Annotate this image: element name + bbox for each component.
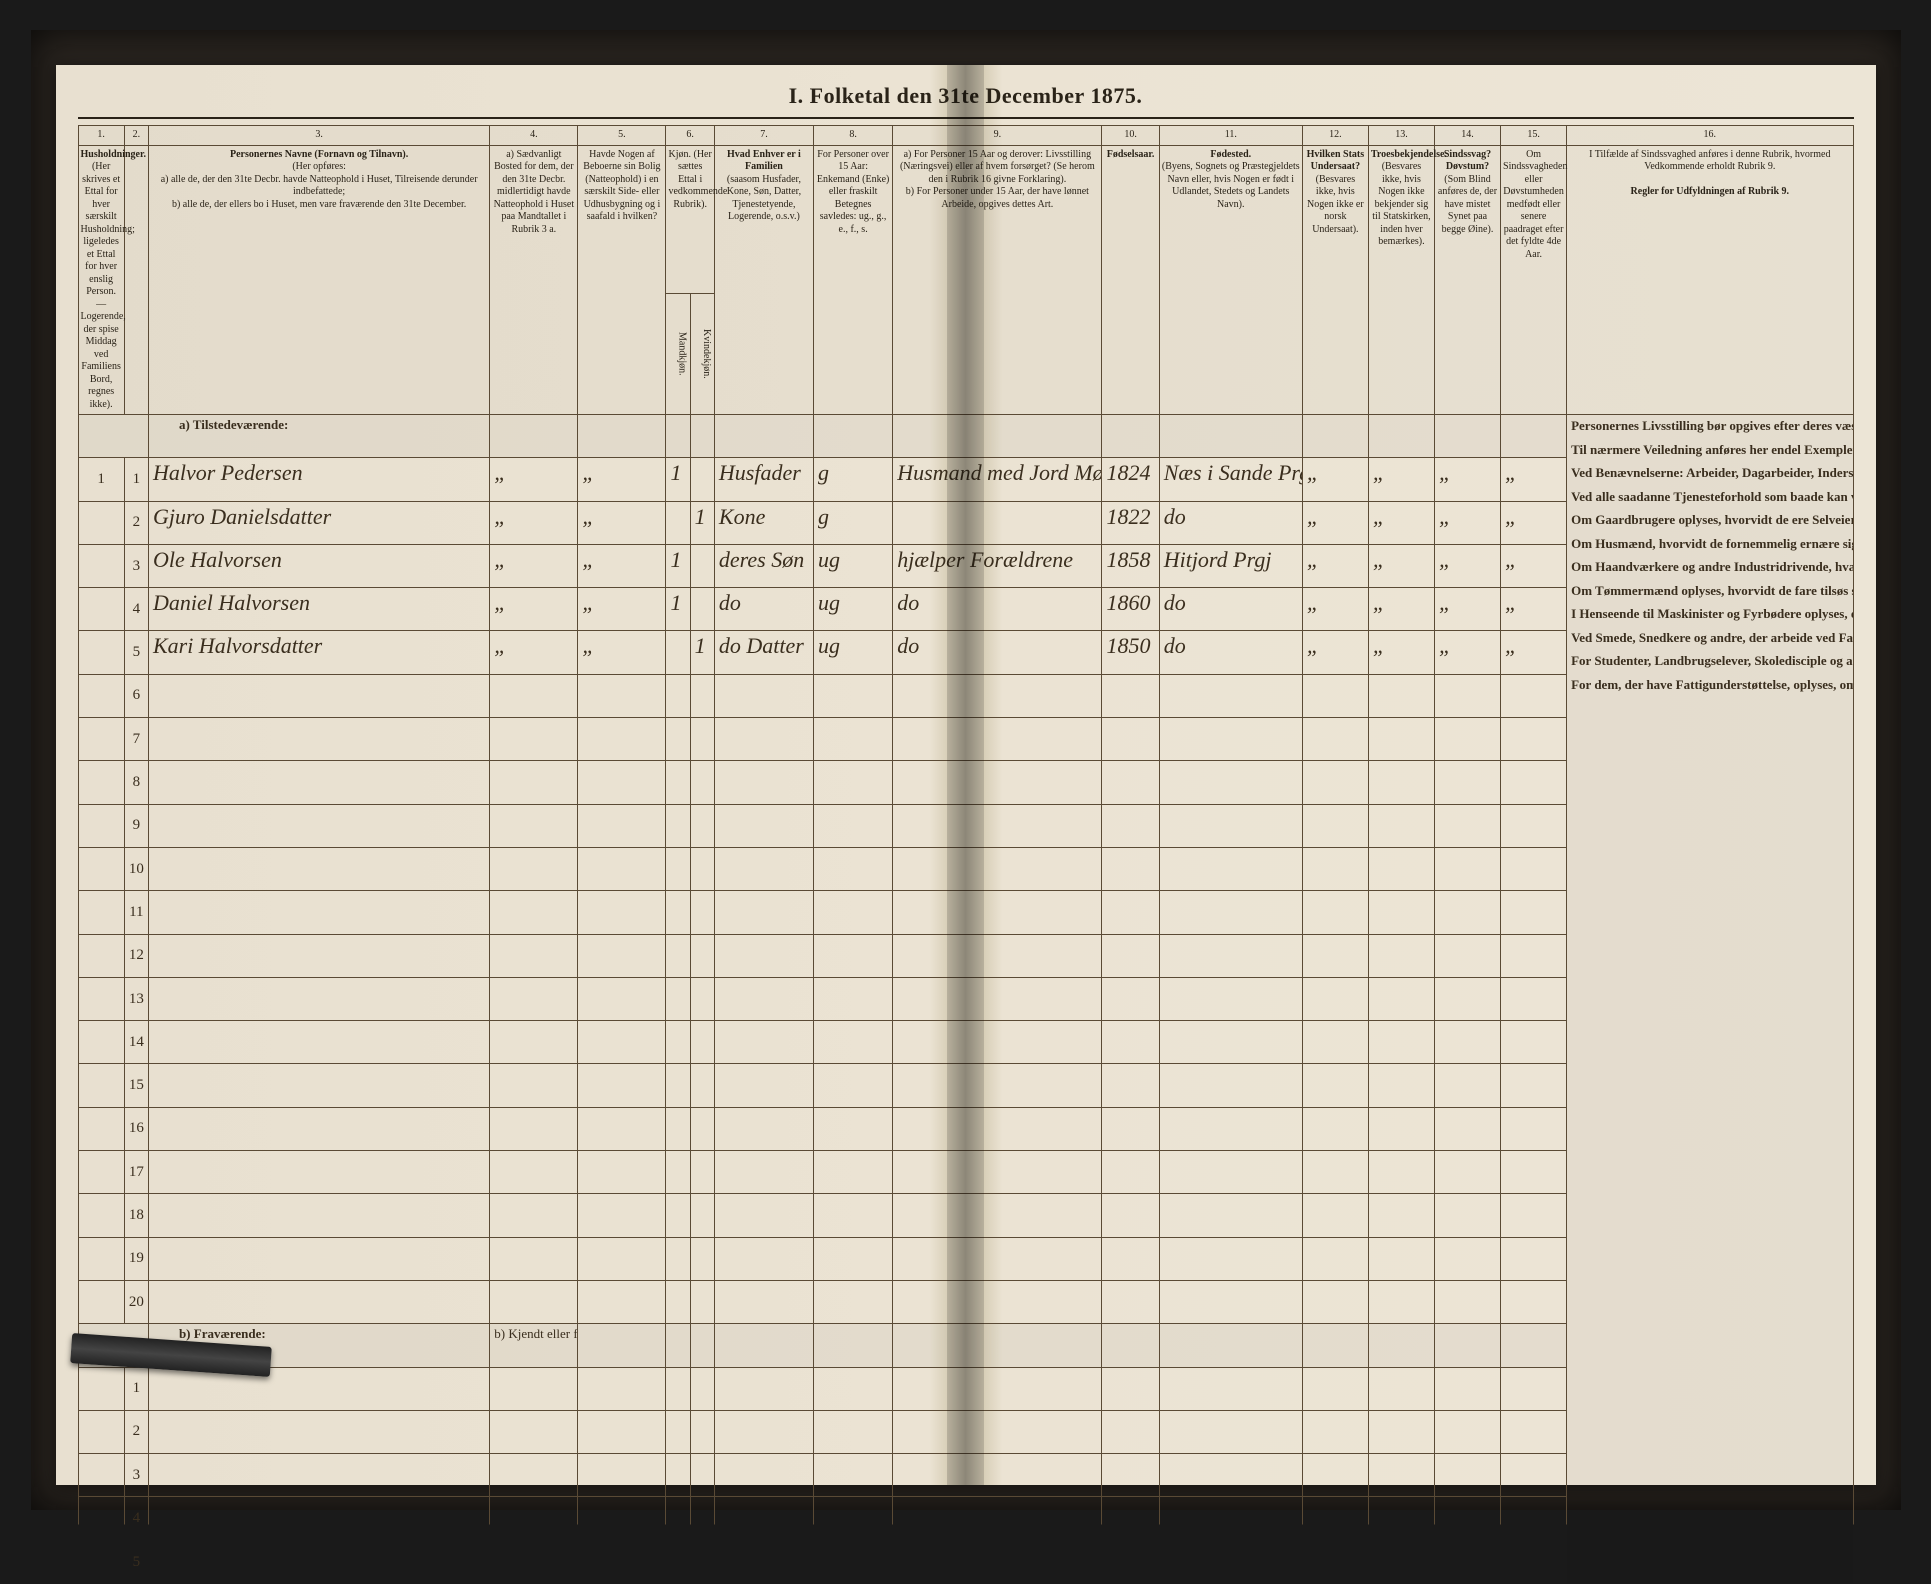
h16-head: Regler for Udfyldningen af Rubrik 9. — [1631, 186, 1790, 197]
title-rule — [78, 117, 1854, 119]
h4: a) Sædvanligt Bosted for dem, der den 31… — [490, 145, 578, 415]
h8: For Personer over 15 Aar: Enkemand (Enke… — [813, 145, 892, 415]
h6b: Kvindekjøn. — [690, 293, 714, 414]
h3-sub-b: b) alle de, der ellers bo i Huset, men v… — [172, 199, 466, 210]
colnum-8: 8. — [813, 126, 892, 146]
colnum-10: 10. — [1102, 126, 1159, 146]
h3-title: Personernes Navne (Fornavn og Tilnavn). — [230, 149, 408, 160]
colnum-7: 7. — [714, 126, 813, 146]
h1: Husholdninger. (Her skrives et Ettal for… — [78, 145, 124, 415]
col-number-row: 1. 2. 3. 4. 5. 6. 7. 8. 9. 10. 11. 12. 1… — [78, 126, 1853, 146]
h9-a: a) For Personer 15 Aar og derover: Livss… — [900, 149, 1095, 185]
colnum-5: 5. — [578, 126, 666, 146]
h12: Hvilken Stats Undersaat? (Besvares ikke,… — [1302, 145, 1368, 415]
h12-sub: (Besvares ikke, hvis Nogen ikke er norsk… — [1307, 174, 1364, 235]
h13: Troesbekjendelse. (Besvares ikke, hvis N… — [1368, 145, 1434, 415]
h13-sub: (Besvares ikke, hvis Nogen ikke bekjende… — [1372, 161, 1430, 247]
h7-sub: (saasom Husfader, Kone, Søn, Datter, Tje… — [727, 174, 801, 223]
h3: Personernes Navne (Fornavn og Tilnavn). … — [148, 145, 489, 415]
colnum-11: 11. — [1159, 126, 1302, 146]
h11-title: Fødested. — [1210, 149, 1251, 160]
h2 — [124, 145, 148, 415]
h10: Fødselsaar. — [1102, 145, 1159, 415]
h7: Hvad Enhver er i Familien (saasom Husfad… — [714, 145, 813, 415]
col-heading-row: Husholdninger. (Her skrives et Ettal for… — [78, 145, 1853, 293]
h10-title: Fødselsaar. — [1107, 149, 1155, 160]
colnum-9: 9. — [893, 126, 1102, 146]
colnum-4: 4. — [490, 126, 578, 146]
h3-sub-a: a) alle de, der den 31te Decbr. havde Na… — [161, 174, 478, 198]
h14: Sindssvag? Døvstum? (Som Blind anføres d… — [1434, 145, 1500, 415]
table-body: a) Tilstedeværende:Personernes Livsstill… — [78, 415, 1853, 1584]
h8-title: For Personer over 15 Aar: Enkemand (Enke… — [817, 149, 889, 198]
book-frame: I. Folketal den 31te December 1875. 1. 2… — [31, 30, 1901, 1510]
census-table: 1. 2. 3. 4. 5. 6. 7. 8. 9. 10. 11. 12. 1… — [78, 125, 1854, 1441]
colnum-13: 13. — [1368, 126, 1434, 146]
colnum-16: 16. — [1567, 126, 1853, 146]
h14-title: Sindssvag? Døvstum? — [1444, 149, 1491, 173]
table-header: 1. 2. 3. 4. 5. 6. 7. 8. 9. 10. 11. 12. 1… — [78, 126, 1853, 415]
h9: a) For Personer 15 Aar og derover: Livss… — [893, 145, 1102, 415]
section-present: a) Tilstedeværende:Personernes Livsstill… — [78, 415, 1853, 458]
rules-text: Personernes Livsstilling bør opgives eft… — [1567, 415, 1853, 1584]
h14-sub: (Som Blind anføres de, der have mistet S… — [1438, 174, 1497, 235]
h6a: Mandkjøn. — [666, 293, 690, 414]
colnum-3: 3. — [148, 126, 489, 146]
colnum-14: 14. — [1434, 126, 1500, 146]
h9-b: b) For Personer under 15 Aar, der have l… — [906, 186, 1089, 210]
h5: Havde Nogen af Beboerne sin Bolig (Natte… — [578, 145, 666, 415]
h1-title: Husholdninger. — [81, 149, 147, 160]
h11: Fødested. (Byens, Sognets og Præstegjeld… — [1159, 145, 1302, 415]
colnum-1: 1. — [78, 126, 124, 146]
ledger-page: I. Folketal den 31te December 1875. 1. 2… — [56, 65, 1876, 1485]
colnum-12: 12. — [1302, 126, 1368, 146]
colnum-2: 2. — [124, 126, 148, 146]
h12-title: Hvilken Stats Undersaat? — [1307, 149, 1365, 173]
page-title: I. Folketal den 31te December 1875. — [78, 83, 1854, 109]
h7-title: Hvad Enhver er i Familien — [727, 149, 801, 173]
h16: I Tilfælde af Sindssvaghed anføres i den… — [1567, 145, 1853, 415]
h16-text: I Tilfælde af Sindssvaghed anføres i den… — [1589, 149, 1830, 173]
h11-sub: (Byens, Sognets og Præstegjeldets Navn e… — [1162, 161, 1300, 210]
h6: Kjøn. (Her sættes Ettal i vedkommende Ru… — [666, 145, 714, 293]
colnum-15: 15. — [1501, 126, 1567, 146]
h15: Om Sindssvagheden eller Døvstumheden med… — [1501, 145, 1567, 415]
h13-title: Troesbekjendelse. — [1371, 149, 1447, 160]
colnum-6: 6. — [666, 126, 714, 146]
h8-sub: Betegnes savledes: ug., g., e., f., s. — [820, 199, 887, 235]
